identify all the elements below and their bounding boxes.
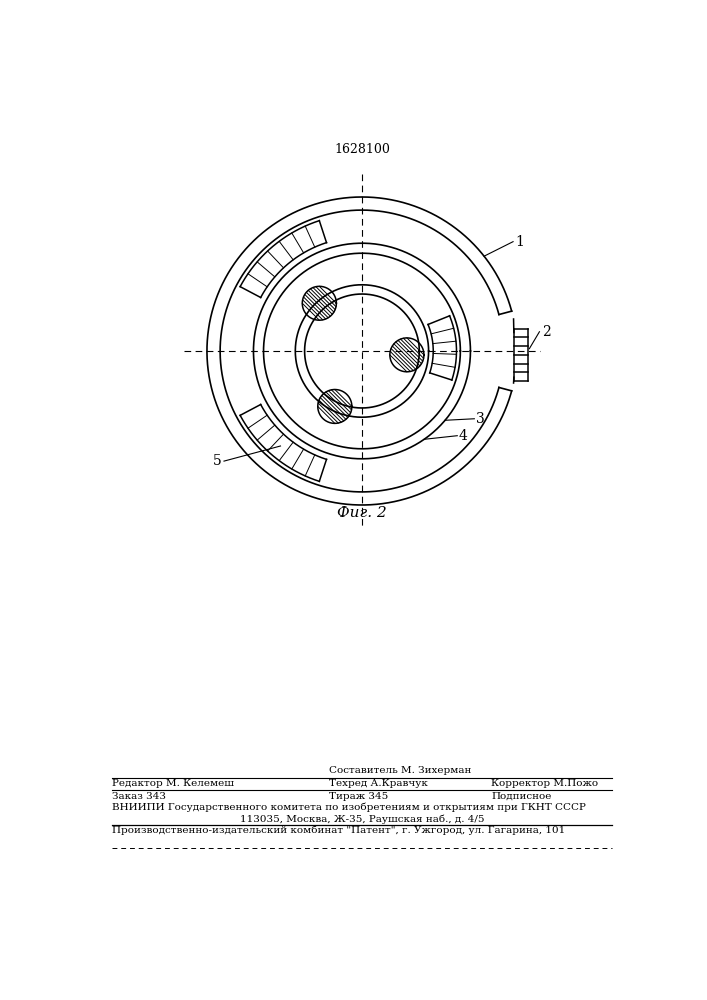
- Text: Тираж 345: Тираж 345: [329, 792, 388, 801]
- Text: 1628100: 1628100: [334, 143, 390, 156]
- Text: Фиг. 2: Фиг. 2: [337, 506, 387, 520]
- Text: 4: 4: [459, 429, 468, 443]
- Text: Подписное: Подписное: [491, 792, 551, 801]
- Text: Редактор М. Келемеш: Редактор М. Келемеш: [112, 779, 233, 788]
- Text: Производственно-издательский комбинат "Патент", г. Ужгород, ул. Гагарина, 101: Производственно-издательский комбинат "П…: [112, 825, 565, 835]
- Text: Корректор М.Пожо: Корректор М.Пожо: [491, 779, 599, 788]
- Text: Техред А.Кравчук: Техред А.Кравчук: [329, 779, 428, 788]
- Text: 113035, Москва, Ж-35, Раушская наб., д. 4/5: 113035, Москва, Ж-35, Раушская наб., д. …: [240, 814, 484, 824]
- Text: Заказ 343: Заказ 343: [112, 792, 165, 801]
- Text: 5: 5: [212, 454, 221, 468]
- Text: 1: 1: [515, 235, 525, 249]
- Text: 3: 3: [476, 412, 484, 426]
- Text: 2: 2: [542, 325, 551, 339]
- Text: Составитель М. Зихерман: Составитель М. Зихерман: [329, 766, 471, 775]
- Text: ВНИИПИ Государственного комитета по изобретениям и открытиям при ГКНТ СССР: ВНИИПИ Государственного комитета по изоб…: [112, 803, 585, 812]
